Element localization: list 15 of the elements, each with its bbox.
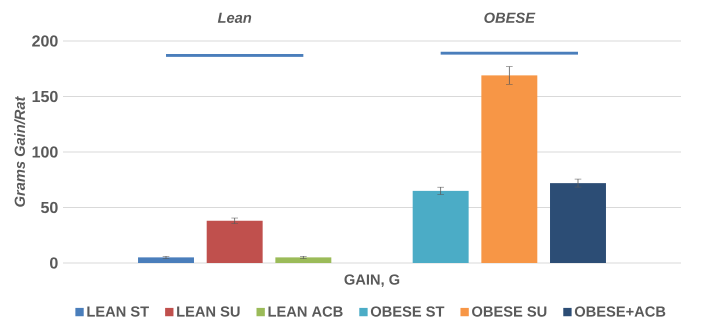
y-tick-label: 50 [41, 202, 58, 214]
y-axis-title: Grams Gain/Rat [14, 96, 26, 207]
legend-label: LEAN ACB [268, 306, 343, 317]
y-tick-label: 0 [50, 257, 58, 269]
y-tick-label: 150 [32, 90, 58, 102]
y-tick-label: 200 [32, 35, 58, 47]
legend-label: OBESE SU [472, 306, 546, 317]
legend-label: LEAN ST [87, 306, 149, 317]
text: OBESE [484, 12, 536, 23]
legend-label: OBESE+ACB [574, 306, 666, 317]
y-tick-label: 100 [32, 146, 58, 158]
legend-label: LEAN SU [177, 306, 240, 317]
text: Lean [218, 12, 252, 23]
legend-label: OBESE ST [370, 306, 444, 317]
x-axis-title: GAIN, G [344, 274, 400, 287]
